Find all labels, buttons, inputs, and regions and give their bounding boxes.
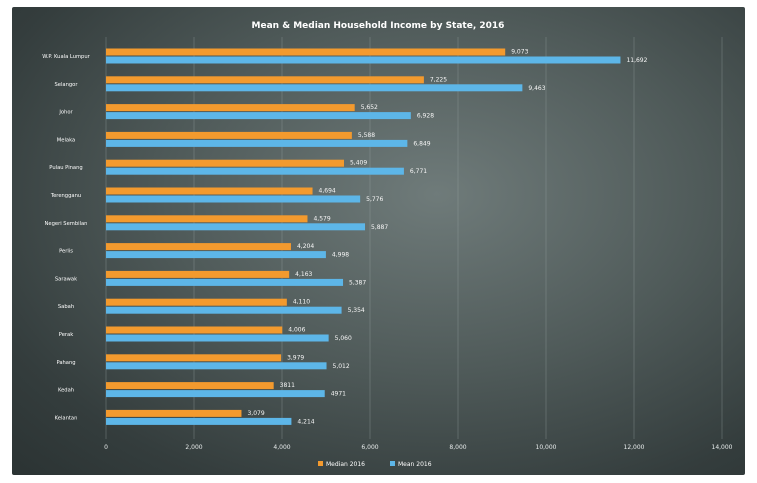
chart-panel: Mean & Median Household Income by State,… xyxy=(12,7,745,475)
mean-value-label: 6,849 xyxy=(413,140,430,147)
category-labels: W.P. Kuala Lumpur Selangor Johor Melaka Pula… xyxy=(42,54,90,421)
gridlines xyxy=(105,37,723,439)
x-tick-label: 6,000 xyxy=(361,444,378,451)
x-tick-label: 12,000 xyxy=(624,444,645,451)
x-tick-label: 0 xyxy=(104,444,108,451)
median-value-label: 4,694 xyxy=(319,188,336,195)
mean-value-label: 4,998 xyxy=(332,252,349,259)
x-tick-label: 4,000 xyxy=(273,444,290,451)
bar-chart: Mean & Median Household Income by State,… xyxy=(42,21,733,468)
median-value-label: 5,652 xyxy=(361,104,378,111)
median-value-label: 3,979 xyxy=(287,354,304,361)
mean-bar xyxy=(106,139,408,147)
mean-value-label: 11,692 xyxy=(626,57,647,64)
mean-bar xyxy=(106,390,325,398)
mean-bar xyxy=(106,334,329,342)
median-value-label: 4,579 xyxy=(313,215,330,222)
mean-value-label: 5,887 xyxy=(371,224,388,231)
mean-value-label: 4,214 xyxy=(297,418,314,425)
median-value-label: 7,225 xyxy=(430,76,447,83)
mean-value-label: 5,060 xyxy=(335,335,352,342)
median-bar xyxy=(106,382,274,390)
mean-value-label: 9,463 xyxy=(528,85,545,92)
median-bar xyxy=(106,243,291,251)
median-bar xyxy=(106,131,352,139)
mean-bar xyxy=(106,167,404,175)
x-tick-label: 2,000 xyxy=(185,444,202,451)
median-value-label: 4,006 xyxy=(288,327,305,334)
category-label: Johor xyxy=(58,110,73,116)
legend-label-mean: Mean 2016 xyxy=(398,461,432,468)
category-label: Pahang xyxy=(56,360,75,366)
mean-value-label: 6,928 xyxy=(417,113,434,120)
median-bar xyxy=(106,48,506,56)
category-label: Melaka xyxy=(57,137,75,143)
median-bar xyxy=(106,298,287,306)
median-bar xyxy=(106,270,290,278)
mean-value-label: 5,776 xyxy=(366,196,383,203)
mean-bar xyxy=(106,251,326,259)
mean-bar xyxy=(106,112,411,120)
mean-bar xyxy=(106,223,366,231)
x-tick-label: 14,000 xyxy=(712,444,733,451)
median-value-label: 9,073 xyxy=(511,49,528,56)
category-label: Perlis xyxy=(59,249,73,255)
median-value-label: 5,409 xyxy=(350,160,367,167)
mean-bar xyxy=(106,306,342,314)
median-bar xyxy=(106,409,242,417)
median-bar xyxy=(106,159,344,167)
median-bar xyxy=(106,326,283,334)
mean-value-label: 6,771 xyxy=(410,168,427,175)
median-value-label: 3811 xyxy=(280,382,295,389)
mean-value-label: 5,387 xyxy=(349,279,366,286)
median-bar xyxy=(106,104,355,112)
mean-bar xyxy=(106,56,621,64)
mean-bar xyxy=(106,278,344,286)
mean-bar xyxy=(106,362,327,370)
chart-title: Mean & Median Household Income by State,… xyxy=(252,21,505,31)
mean-bar xyxy=(106,84,523,92)
legend-swatch-median xyxy=(318,461,323,466)
category-label: Kelantan xyxy=(55,415,78,421)
category-label: Sabah xyxy=(58,304,74,310)
median-bar xyxy=(106,215,308,223)
mean-bar xyxy=(106,417,292,425)
legend: Median 2016 Mean 2016 xyxy=(318,461,432,468)
mean-value-label: 4971 xyxy=(331,391,346,398)
median-value-label: 5,588 xyxy=(358,132,375,139)
median-bar xyxy=(106,187,313,195)
legend-swatch-mean xyxy=(390,461,395,466)
category-label: Sarawak xyxy=(55,276,77,282)
mean-value-label: 5,354 xyxy=(348,307,365,314)
mean-bar xyxy=(106,195,361,203)
mean-value-label: 5,012 xyxy=(333,363,350,370)
category-label: Terengganu xyxy=(50,193,81,199)
median-value-label: 4,110 xyxy=(293,299,310,306)
x-tick-labels: 0 2,000 4,000 6,000 8,000 10,000 12,000 14,000 xyxy=(104,444,733,451)
median-value-label: 4,163 xyxy=(295,271,312,278)
median-bar xyxy=(106,354,282,362)
x-tick-label: 8,000 xyxy=(449,444,466,451)
category-label: W.P. Kuala Lumpur xyxy=(42,54,90,60)
category-label: Selangor xyxy=(55,82,79,88)
median-value-label: 4,204 xyxy=(297,243,314,250)
category-label: Kedah xyxy=(58,388,74,394)
category-label: Negeri Sembilan xyxy=(45,221,88,227)
bars: 9,073 11,692 7,225 9,463 5,652 6,928 5,588 6,84… xyxy=(106,48,648,425)
category-label: Perak xyxy=(59,332,73,338)
median-bar xyxy=(106,76,424,84)
category-label: Pulau Pinang xyxy=(49,165,82,171)
x-tick-label: 10,000 xyxy=(536,444,557,451)
median-value-label: 3,079 xyxy=(247,410,264,417)
legend-label-median: Median 2016 xyxy=(326,461,365,468)
